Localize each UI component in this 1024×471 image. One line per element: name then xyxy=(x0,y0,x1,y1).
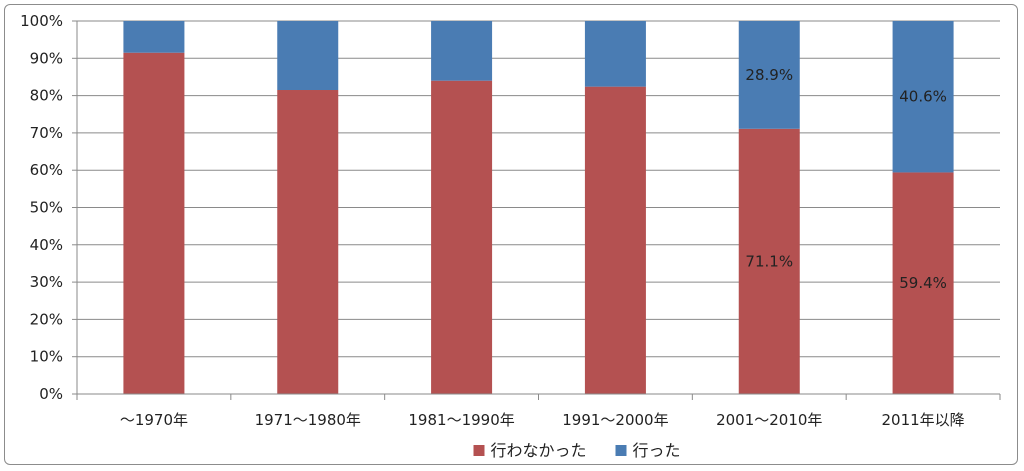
x-tick-label: 2001～2010年 xyxy=(716,411,822,429)
legend-swatch xyxy=(615,445,627,456)
bar-segment-done xyxy=(738,21,800,129)
y-tick-label: 20% xyxy=(30,310,63,328)
bar-segment-done xyxy=(892,21,954,173)
data-label: 71.1% xyxy=(745,252,793,270)
bar-segment-done xyxy=(277,21,339,91)
bar-segment-not-done xyxy=(277,90,339,394)
legend-label: 行った xyxy=(633,441,681,460)
x-tick-label: ～1970年 xyxy=(120,411,188,429)
bar-segment-not-done xyxy=(738,128,800,394)
y-tick-label: 0% xyxy=(39,385,63,403)
data-labels: 71.1% 28.9% 59.4% 40.6% xyxy=(745,66,946,292)
y-tick-label: 70% xyxy=(30,124,63,142)
gridlines xyxy=(77,20,1000,358)
bar-segment-not-done xyxy=(123,52,185,395)
data-label: 40.6% xyxy=(899,88,947,106)
bar-segment-done xyxy=(431,21,493,81)
bars xyxy=(123,21,954,395)
bar-segment-done xyxy=(584,21,646,87)
y-tick-label: 80% xyxy=(30,87,63,105)
x-tick-label: 1991～2000年 xyxy=(562,411,668,429)
bar-segment-done xyxy=(123,21,185,53)
bar-segment-not-done xyxy=(892,172,954,394)
x-tick-label: 1981～1990年 xyxy=(408,411,514,429)
y-tick-label: 90% xyxy=(30,49,63,67)
bar-segment-not-done xyxy=(431,80,493,395)
data-label: 59.4% xyxy=(899,274,947,292)
x-tick-label: 1971～1980年 xyxy=(255,411,361,429)
x-axis: ～1970年 1971～1980年 1981～1990年 1991～2000年 2001… xyxy=(76,393,1001,429)
legend-label: 行わなかった xyxy=(491,441,587,460)
y-tick-label: 100% xyxy=(20,12,63,30)
y-tick-label: 50% xyxy=(30,199,63,217)
y-axis: 0% 10% 20% 30% 40% 50% 60% 70% 80% 90% 100% xyxy=(20,12,78,403)
legend-swatch xyxy=(473,445,485,456)
bar-segment-not-done xyxy=(584,86,646,394)
x-tick-label: 2011年以降 xyxy=(881,411,964,429)
legend: 行わなかった 行った xyxy=(473,441,681,460)
y-tick-label: 30% xyxy=(30,273,63,291)
y-tick-label: 10% xyxy=(30,348,63,366)
data-label: 28.9% xyxy=(745,66,793,84)
y-tick-label: 60% xyxy=(30,161,63,179)
y-tick-label: 40% xyxy=(30,236,63,254)
